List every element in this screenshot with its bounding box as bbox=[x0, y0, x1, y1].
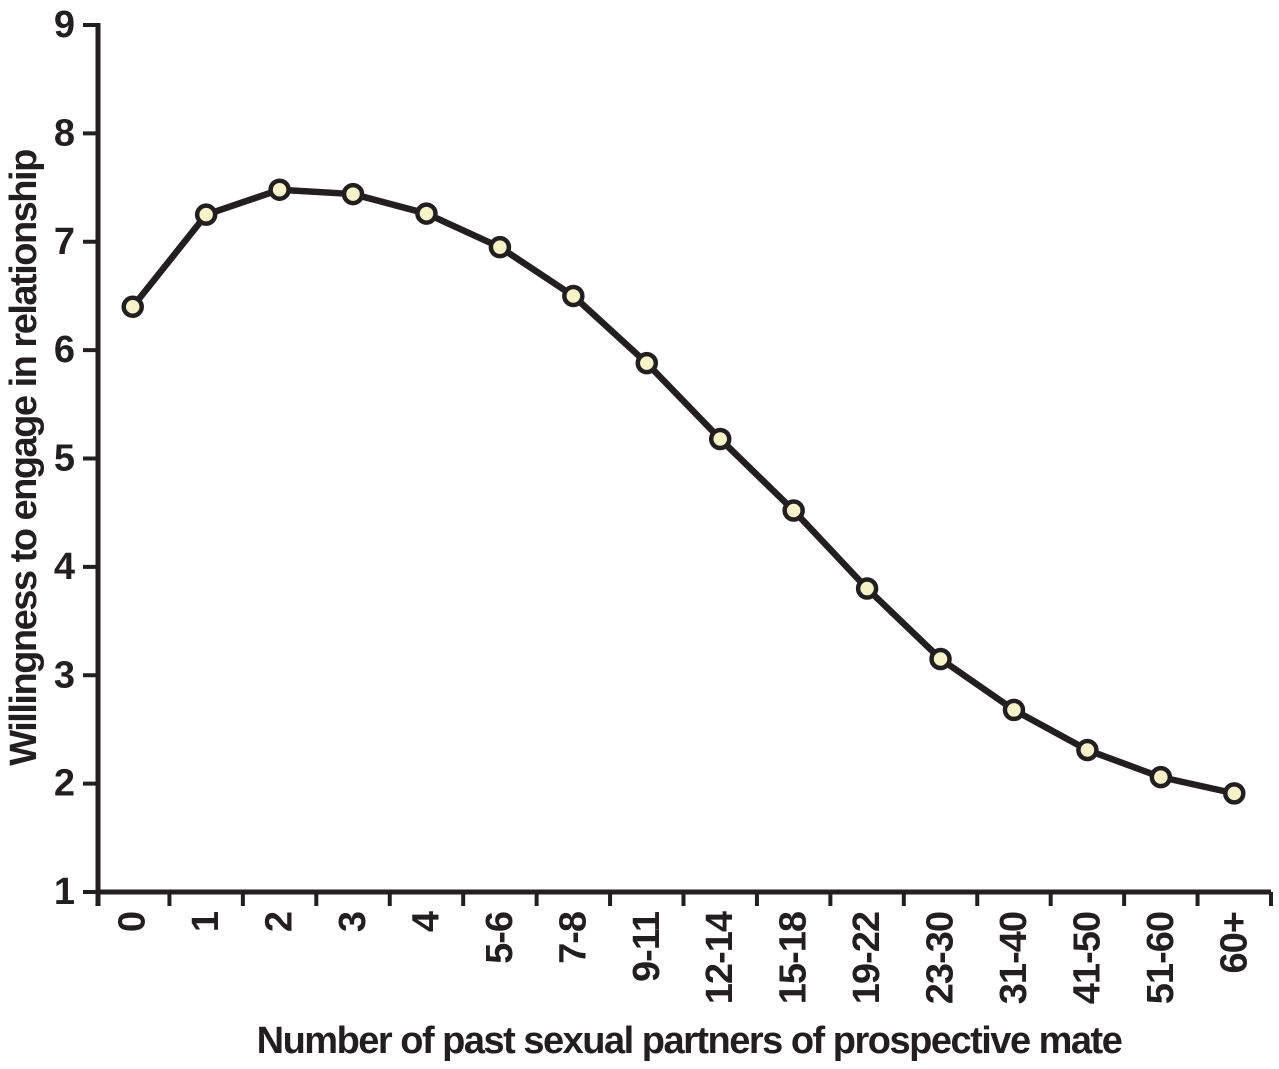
x-tick-label: 23-30 bbox=[920, 912, 962, 1004]
data-point-marker bbox=[488, 235, 512, 259]
data-point-marker bbox=[635, 351, 659, 375]
x-axis-title: Number of past sexual partners of prospe… bbox=[257, 1020, 1122, 1062]
data-point-marker bbox=[121, 295, 144, 319]
x-tick-label: 15-18 bbox=[773, 912, 815, 1004]
data-point-marker bbox=[708, 427, 732, 451]
data-point-marker bbox=[855, 577, 879, 600]
y-tick-label: 7 bbox=[54, 221, 74, 263]
y-tick-label: 2 bbox=[54, 763, 74, 805]
y-tick-label: 8 bbox=[54, 112, 74, 154]
data-point-marker bbox=[1002, 698, 1026, 722]
x-tick-label: 1 bbox=[185, 911, 227, 932]
data-point-marker bbox=[194, 203, 218, 226]
y-tick-label: 3 bbox=[54, 654, 74, 696]
y-tick-label: 4 bbox=[54, 546, 75, 588]
data-point-marker bbox=[782, 499, 805, 522]
x-tick-label: 51-60 bbox=[1140, 912, 1182, 1004]
y-axis-title: Willingness to engage in relationship bbox=[3, 150, 45, 766]
y-tick-label: 9 bbox=[54, 4, 74, 46]
x-tick-label: 12-14 bbox=[699, 911, 741, 1004]
data-point-marker bbox=[341, 182, 365, 206]
x-tick-label: 9-11 bbox=[626, 911, 668, 982]
y-tick-label: 6 bbox=[54, 329, 74, 371]
x-tick-label: 31-40 bbox=[993, 912, 1035, 1004]
x-tick-label: 3 bbox=[332, 912, 374, 932]
series-line bbox=[129, 186, 1238, 797]
data-point-marker bbox=[929, 647, 952, 671]
data-point-marker bbox=[562, 284, 585, 308]
data-point-marker bbox=[1223, 782, 1246, 805]
x-tick-label: 5-6 bbox=[479, 912, 521, 964]
data-point-marker bbox=[1149, 765, 1173, 789]
x-tick-label: 4 bbox=[405, 911, 447, 932]
data-point-marker bbox=[268, 178, 291, 201]
x-tick-label: 19-22 bbox=[846, 912, 888, 1004]
x-tick-label: 0 bbox=[112, 912, 154, 932]
data-point-marker bbox=[1076, 738, 1099, 762]
data-point-marker bbox=[415, 202, 438, 225]
x-tick-label: 41-50 bbox=[1066, 912, 1108, 1004]
x-tick-label: 60+ bbox=[1213, 912, 1255, 973]
x-tick-label: 2 bbox=[259, 912, 301, 932]
y-tick-label: 5 bbox=[54, 438, 75, 480]
y-tick-label: 1 bbox=[54, 871, 75, 913]
x-tick-label: 7-8 bbox=[552, 912, 594, 964]
